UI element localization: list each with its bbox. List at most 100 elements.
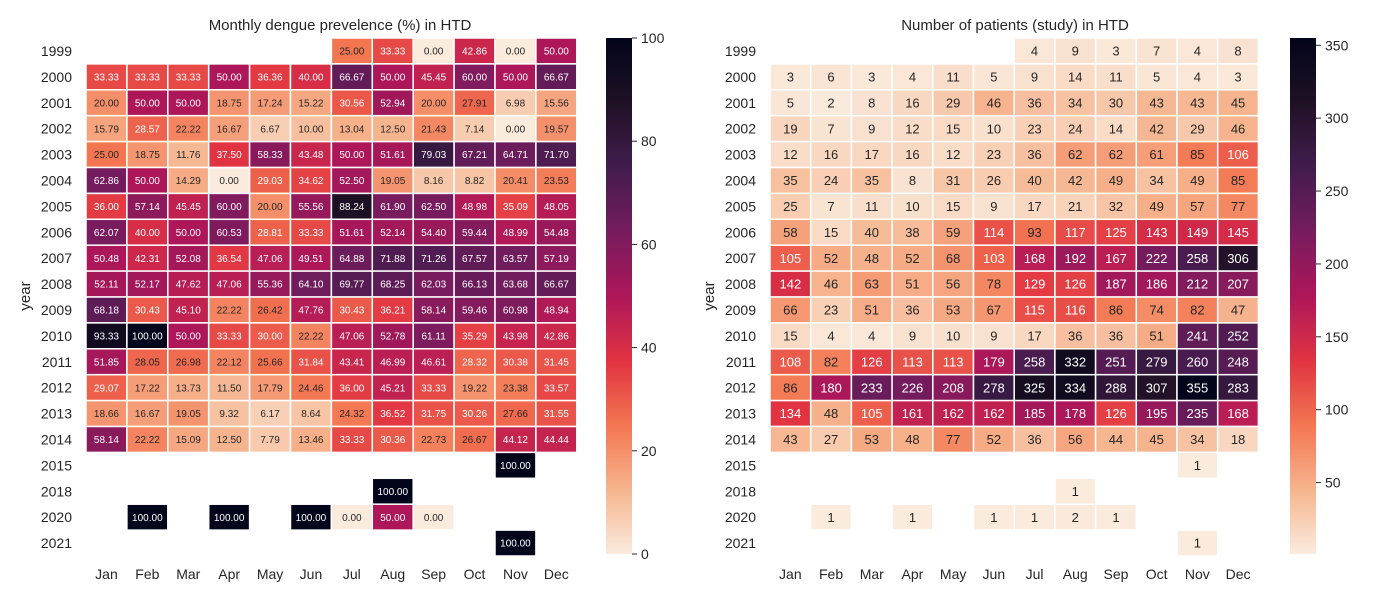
heatmap-cell (330, 192, 374, 221)
cell-label: 226 (902, 380, 924, 395)
heatmap-cell (289, 140, 333, 169)
cell-label: 52 (987, 432, 1001, 447)
heatmap-cell (248, 166, 292, 195)
cell-label: 332 (1064, 354, 1086, 369)
cell-label: 82 (1190, 303, 1204, 318)
heatmap-cell (289, 192, 333, 221)
x-tick-label: Mar (860, 566, 884, 582)
y-tick-label: 2015 (41, 457, 72, 473)
cell-label: 145 (1227, 225, 1249, 240)
heatmap-cell (453, 373, 496, 402)
heatmap-cell (412, 348, 455, 376)
heatmap-cell (494, 348, 537, 376)
cell-label: 66.67 (339, 72, 364, 83)
cell-label: 162 (983, 406, 1005, 421)
heatmap-cell-labels: 25.00 33.33 0.00 42.86 0.00 50.00 33.33 33.33 33… (94, 47, 569, 550)
heatmap-cells (85, 37, 578, 557)
cell-label: 19.05 (380, 176, 405, 187)
cell-label: 36 (1109, 329, 1123, 344)
cell-label: 0.00 (506, 124, 526, 135)
cell-label: 105 (861, 406, 883, 421)
heatmap-cell (891, 503, 934, 531)
heatmap-cell (85, 166, 128, 195)
cell-label: 36.00 (94, 202, 119, 213)
y-tick-label: 2002 (725, 121, 756, 137)
cell-label: 50.00 (176, 228, 201, 239)
cell-label: 167 (1105, 251, 1127, 266)
heatmap-cell (494, 373, 537, 402)
cell-label: 100.00 (500, 461, 531, 472)
cell-label: 47.06 (258, 254, 283, 265)
cell-label: 17 (1027, 199, 1041, 214)
cell-label: 27.91 (462, 98, 487, 109)
heatmap-cell (809, 373, 853, 402)
cell-label: 4 (1194, 44, 1201, 59)
cell-label: 67.21 (462, 150, 487, 161)
cell-label: 11 (1109, 70, 1123, 85)
cell-label: 64.10 (298, 280, 323, 291)
cell-label: 31 (946, 173, 960, 188)
cell-label: 22.22 (217, 306, 242, 317)
cell-label: 52.08 (176, 254, 201, 265)
heatmap-cell (207, 140, 251, 169)
cell-label: 62 (1068, 147, 1082, 162)
cell-label: 26 (987, 173, 1001, 188)
heatmap-cell (891, 270, 934, 298)
cell-label: 208 (942, 380, 964, 395)
heatmap-cell (85, 322, 128, 350)
cell-label: 7 (1153, 44, 1160, 59)
cell-label: 43 (783, 432, 797, 447)
heatmap-cell (535, 425, 578, 454)
cell-label: 48.94 (544, 306, 569, 317)
cell-label: 47.06 (217, 280, 242, 291)
cell-label: 26.98 (176, 357, 201, 368)
x-tick-label: Sep (421, 566, 446, 582)
cell-label: 16 (905, 95, 919, 110)
cell-label: 49 (1149, 199, 1163, 214)
y-tick-label: 2014 (41, 431, 72, 447)
cell-label: 57.14 (135, 202, 160, 213)
cell-label: 4 (909, 70, 916, 85)
heatmap-cell (932, 425, 975, 454)
cell-label: 62.86 (94, 176, 119, 187)
heatmap-cell (1216, 270, 1260, 298)
cell-label: 0.00 (219, 176, 239, 187)
cell-label: 17.79 (258, 383, 283, 394)
heatmap-cell (1013, 37, 1056, 65)
cell-label: 18.75 (217, 98, 242, 109)
heatmap-cell (126, 296, 169, 324)
heatmap-cell (289, 270, 333, 298)
cell-label: 108 (779, 354, 801, 369)
cell-label: 1 (1112, 510, 1119, 525)
y-tick-label: 2014 (725, 431, 756, 447)
cell-label: 58 (783, 225, 797, 240)
cell-label: 0.00 (424, 513, 444, 524)
y-tick-label: 2005 (41, 198, 72, 214)
y-tick-label: 2020 (41, 509, 72, 525)
cell-label: 288 (1105, 380, 1127, 395)
cell-label: 52.14 (380, 228, 405, 239)
cell-label: 40.00 (298, 72, 323, 83)
heatmap-cell (1013, 89, 1056, 117)
cell-label: 31.75 (421, 409, 446, 420)
cell-label: 22.73 (421, 435, 446, 446)
heatmap-cell (972, 192, 1015, 221)
heatmap-cell (1054, 348, 1097, 376)
cell-label: 50.00 (217, 72, 242, 83)
x-tick-label: Mar (176, 566, 200, 582)
heatmap-cell (1013, 192, 1056, 221)
cell-label: 103 (983, 251, 1005, 266)
cell-label: 34 (1068, 95, 1082, 110)
heatmap-cell (494, 89, 537, 117)
cell-label: 149 (1186, 225, 1208, 240)
cell-label: 117 (1065, 225, 1086, 240)
cell-label: 61 (1149, 147, 1163, 162)
cell-label: 47.62 (176, 280, 201, 291)
cell-label: 62.50 (421, 202, 446, 213)
cell-label: 57 (1190, 199, 1204, 214)
cell-label: 12 (905, 121, 919, 136)
cell-label: 129 (1024, 277, 1046, 292)
cell-label: 180 (820, 380, 842, 395)
cell-label: 3 (1112, 44, 1119, 59)
cell-label: 46 (824, 277, 838, 292)
